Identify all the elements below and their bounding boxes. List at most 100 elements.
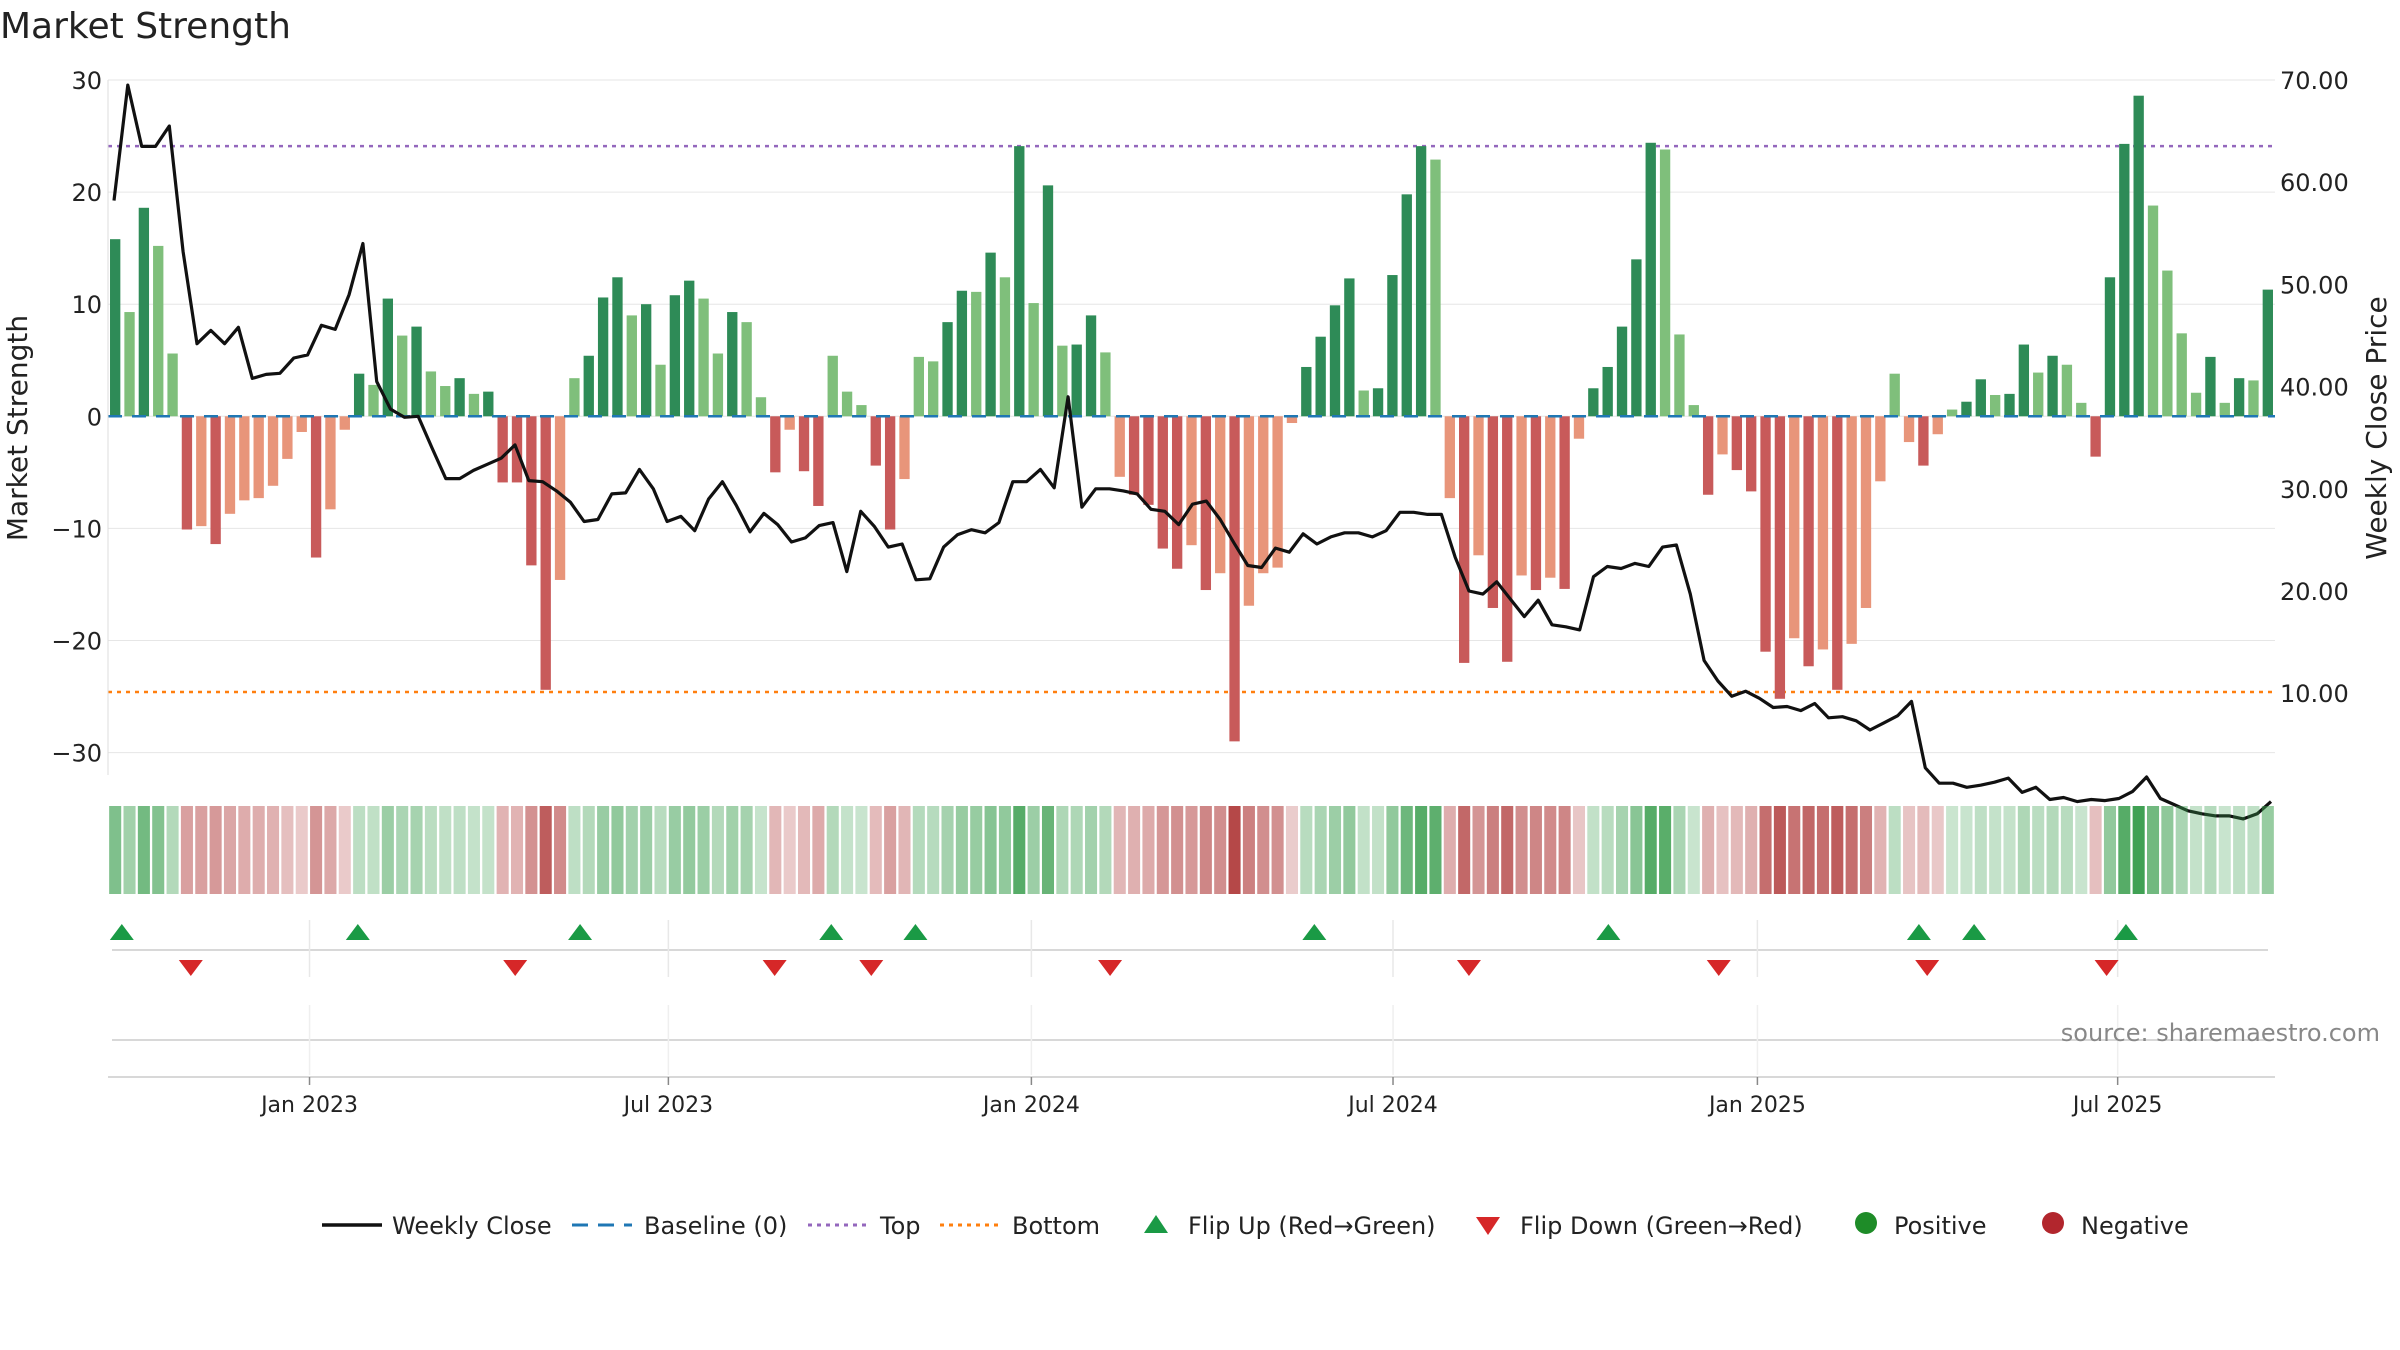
strength-bar [239,416,250,501]
strength-bar [2162,270,2173,417]
left-tick-label: 30 [71,67,102,95]
flip-up-marker [1596,924,1621,940]
left-tick-label: −30 [51,740,102,768]
heat-cell [2103,806,2116,894]
heat-cell [180,806,193,894]
strength-bar [253,416,264,499]
strength-bar [755,397,767,417]
heat-cell [324,806,337,894]
heat-cell [410,806,423,894]
heat-cell [640,806,653,894]
strength-bar [827,355,838,417]
strength-bar [1215,416,1226,574]
flip-down-marker [859,960,884,976]
heat-cell [467,806,480,894]
left-tick-label: 10 [71,291,102,319]
strength-bar [1229,416,1240,742]
strength-bar [1444,416,1455,499]
heat-cell [381,806,394,894]
flip-up-marker [1962,924,1987,940]
heat-cell [1328,806,1342,894]
heat-cell [267,806,280,894]
flip-down-marker [503,960,528,976]
legend-label: Flip Up (Red→Green) [1188,1212,1436,1240]
strength-bar [181,416,193,530]
strength-bar [540,416,551,690]
heat-cell [927,806,940,894]
legend-label: Negative [2081,1212,2189,1240]
strength-bar [1128,416,1140,495]
heat-cell [1788,806,1801,894]
strength-bar [583,355,594,417]
heat-cell [1070,806,1083,894]
weekly-close-line [112,83,2273,821]
strength-bar [1143,416,1154,505]
legend-flip-up-icon [1144,1215,1168,1233]
legend-item-2: Top [808,1212,921,1240]
heat-cell [1386,806,1399,894]
strength-bar [1616,326,1628,417]
strength-bar [1688,405,1699,417]
strength-bar [870,416,881,466]
heat-cell [1099,806,1112,894]
strength-bar [841,391,853,417]
heat-cell [2261,806,2274,894]
strength-bar [1057,345,1068,417]
heat-cell [711,806,724,894]
heat-cell [1702,806,1715,894]
heat-cell [1687,806,1700,894]
strength-bar [2248,380,2259,417]
strength-bar [856,405,867,417]
heat-cell [1716,806,1729,894]
heat-cell [1285,806,1298,894]
strength-bar [224,416,236,514]
heat-cell [769,806,782,894]
strength-bar [1832,416,1843,690]
flip-down-marker [1098,960,1123,976]
strength-bar [138,207,150,417]
heat-cell [123,806,136,894]
heat-cell [252,806,265,894]
heat-cell [1673,806,1686,894]
strength-bar [1545,416,1556,578]
strength-bar [612,277,623,417]
legend-item-1: Baseline (0) [572,1212,787,1240]
legend-label: Positive [1894,1212,1987,1240]
strength-bar [1659,149,1671,417]
strength-bar [2262,289,2273,417]
heat-cell [1242,806,1255,894]
flip-up-marker [568,924,593,940]
strength-bar [1487,416,1499,608]
heat-cell [539,806,552,894]
strength-bar [999,277,1011,417]
strength-bar [2061,364,2073,417]
heat-cell [1544,806,1557,894]
heat-cell [1874,806,1887,894]
strength-bar [382,298,394,417]
heat-cell [1630,806,1643,894]
heat-cell [1601,806,1614,894]
strength-bar [2033,372,2044,417]
right-axis-label: Weekly Close Price [2360,296,2393,559]
strength-bar [454,378,465,417]
strength-bar [1702,416,1714,495]
strength-bar [1171,416,1183,569]
strength-bar [267,416,279,486]
chart-title: Market Strength [0,6,291,47]
heat-cell [510,806,524,894]
heat-cell [137,806,150,894]
strength-bar [210,416,221,545]
strength-bar [655,364,666,417]
flip-down-marker [2094,960,2119,976]
heat-cell [2132,806,2145,894]
heat-cell [683,806,696,894]
flip-down-marker [178,960,203,976]
heat-cell [740,806,753,894]
heat-cell [754,806,767,894]
heat-cell [1214,806,1227,894]
heat-cell [2089,806,2102,894]
strength-bar [1430,159,1441,417]
heat-cell [1372,806,1385,894]
strength-bar [569,378,580,417]
